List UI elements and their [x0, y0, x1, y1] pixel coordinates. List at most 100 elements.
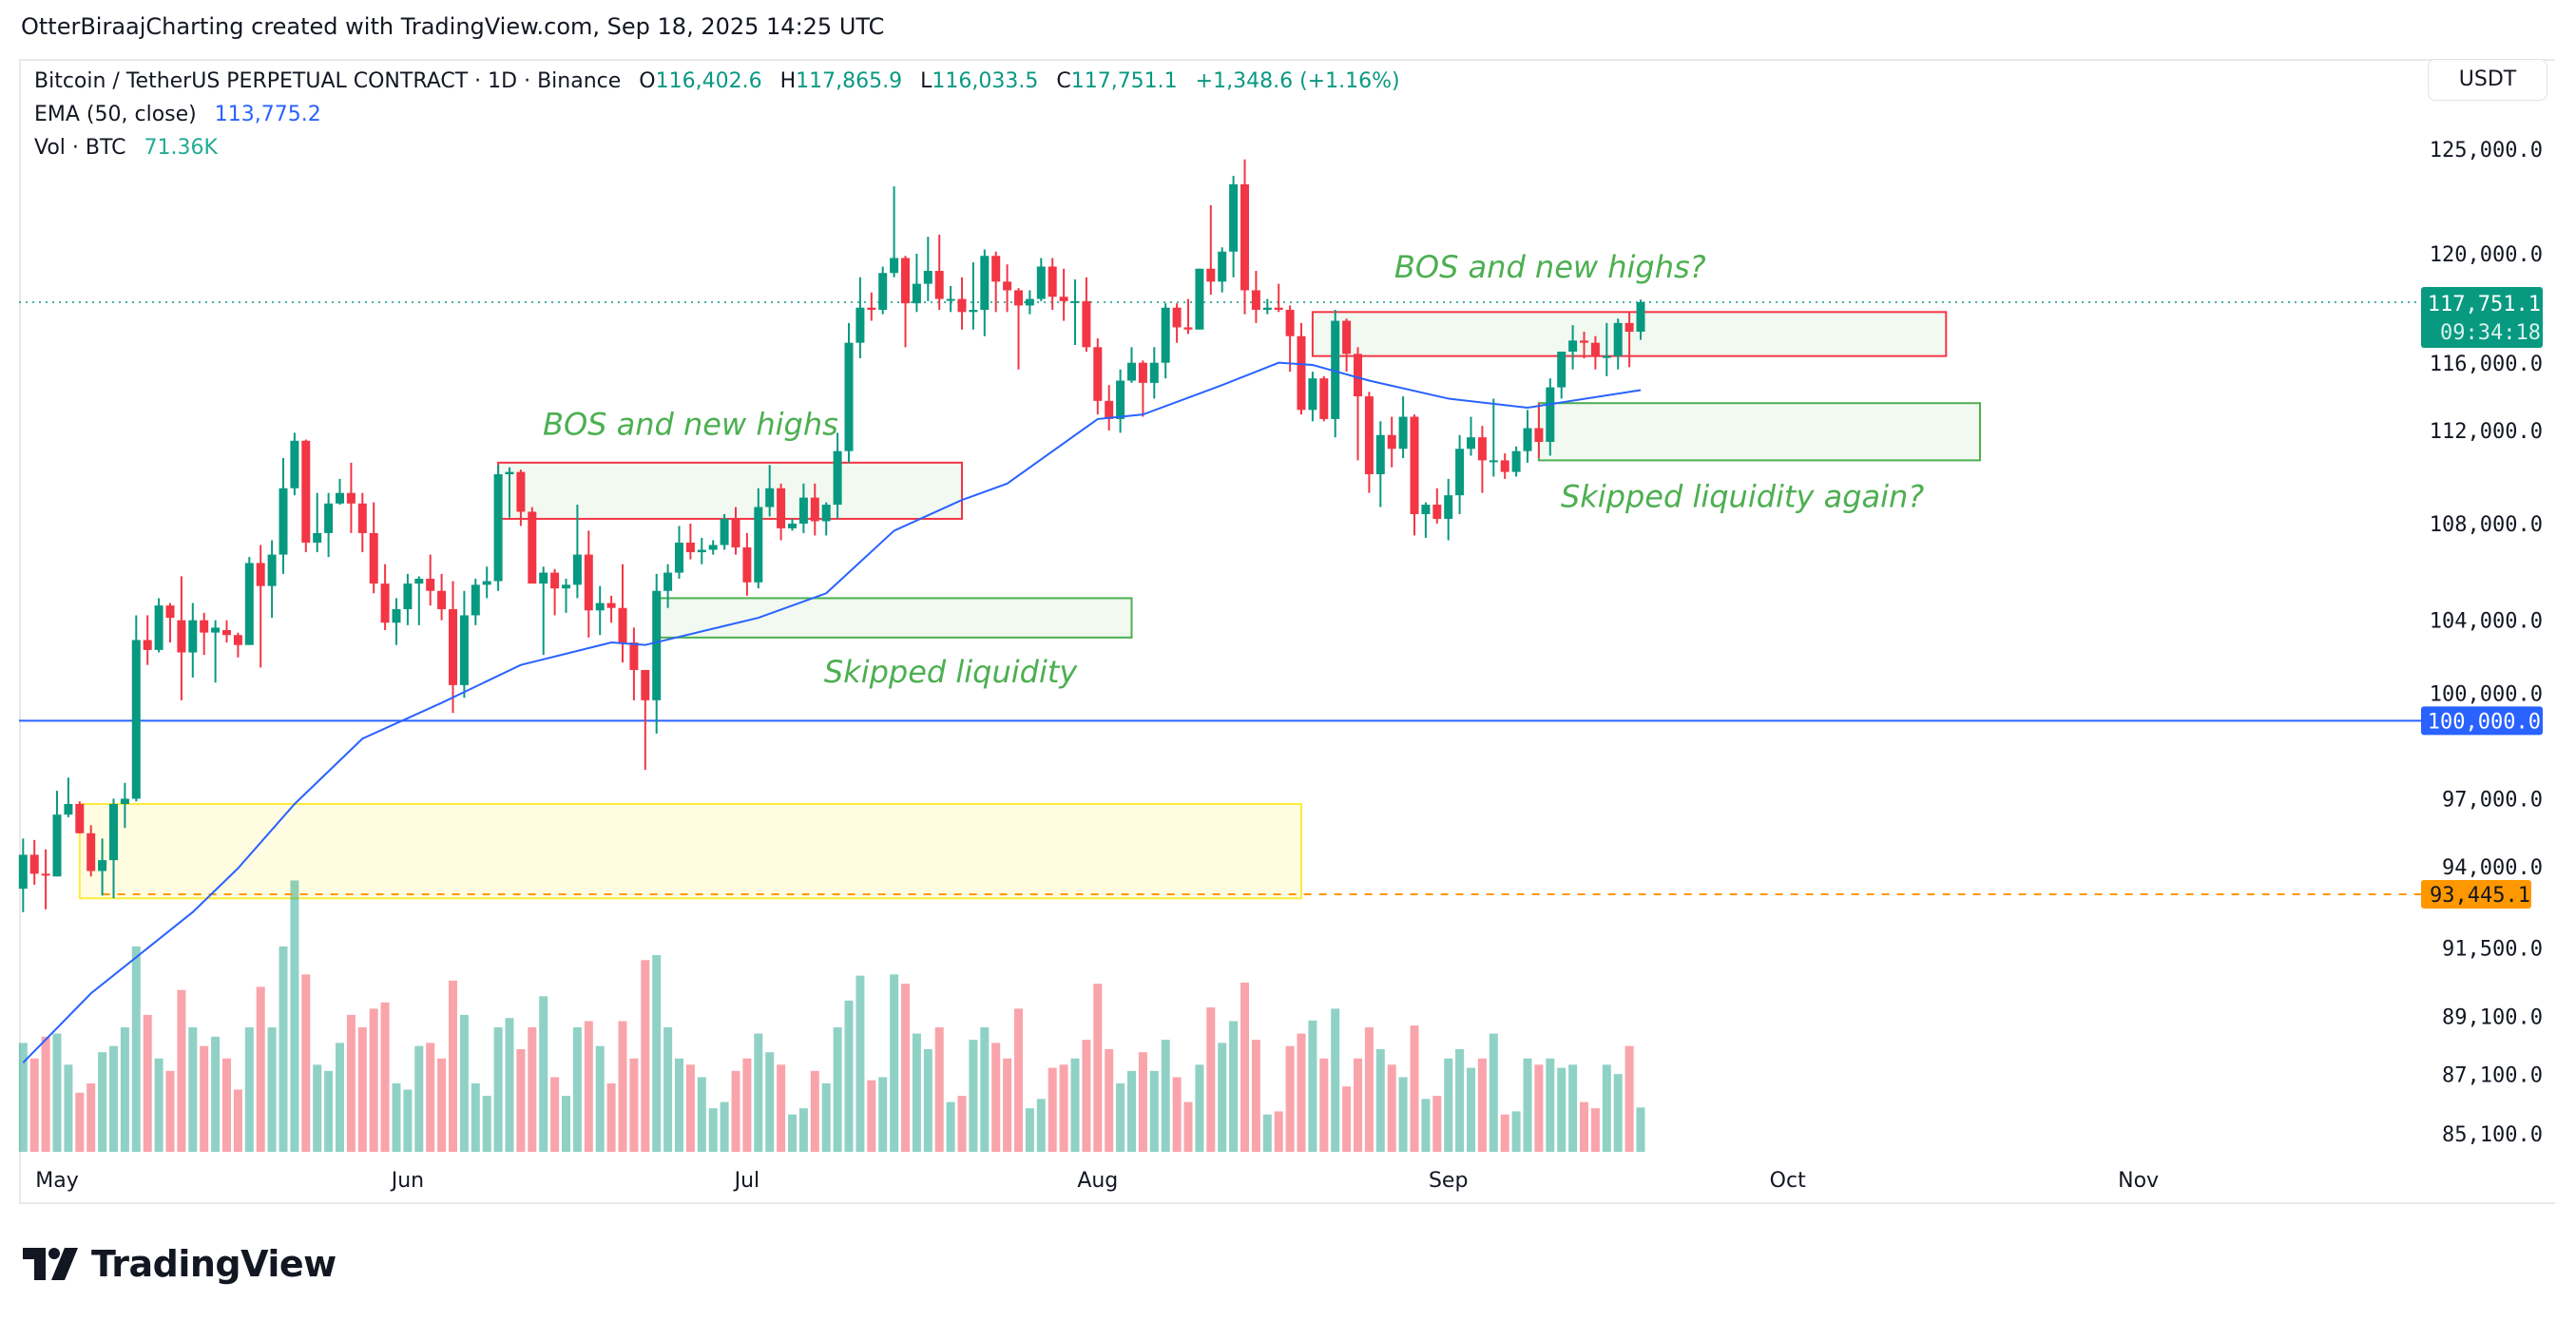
volume-bar	[426, 1043, 435, 1152]
candle-body	[878, 273, 888, 311]
candle-body	[1342, 320, 1352, 354]
volume-bar	[675, 1058, 683, 1152]
volume-bar	[1172, 1077, 1182, 1152]
candle	[867, 292, 876, 321]
candle	[256, 545, 265, 668]
candle-body	[969, 310, 978, 313]
open-label: O	[639, 69, 656, 93]
price-tick-label: 125,000.0	[2430, 139, 2543, 163]
volume-bar	[946, 1101, 955, 1152]
volume-bar	[482, 1096, 491, 1152]
candle	[188, 603, 198, 678]
legend-volume-row[interactable]: Vol · BTC 71.36K	[34, 131, 1400, 164]
candle-body	[120, 798, 129, 804]
candle-body	[1421, 505, 1431, 514]
candle	[1274, 283, 1283, 313]
time-tick-label: Aug	[1077, 1169, 1118, 1193]
time-tick-label: Jun	[390, 1169, 424, 1193]
volume-bar	[437, 1058, 447, 1152]
price-tick-label: 91,500.0	[2442, 938, 2543, 962]
candle-body	[1432, 505, 1442, 519]
volume-bar	[18, 1043, 28, 1152]
tradingview-logo[interactable]: TradingView	[23, 1243, 336, 1285]
candle	[324, 492, 334, 558]
candle-body	[1036, 266, 1046, 299]
candle-body	[934, 271, 944, 299]
candle-body	[742, 546, 752, 583]
volume-bar	[1308, 1020, 1317, 1152]
volume-bar	[267, 1027, 277, 1152]
candle-body	[1636, 301, 1645, 333]
candle-body	[1500, 460, 1509, 472]
legend-ema-row[interactable]: EMA (50, close) 113,775.2	[34, 98, 1400, 131]
volume-bar	[313, 1064, 322, 1152]
candle-body	[222, 630, 231, 636]
candle	[1613, 318, 1623, 370]
volume-bar	[449, 980, 457, 1152]
volume-bar	[1590, 1108, 1600, 1152]
candle-body	[426, 578, 435, 591]
volume-bar	[528, 1027, 537, 1152]
volume-bar	[1014, 1008, 1023, 1152]
volume-bar	[131, 946, 141, 1152]
green-zone-box	[1537, 402, 1982, 462]
volume-bar	[87, 1082, 96, 1152]
time-tick-label: Jul	[733, 1169, 760, 1193]
candle-body	[41, 873, 50, 876]
currency-button[interactable]: USDT	[2428, 59, 2547, 101]
candle-body	[1070, 300, 1080, 303]
candle-body	[821, 505, 831, 522]
price-tick-label: 108,000.0	[2430, 513, 2543, 537]
candle	[177, 576, 186, 700]
candle-body	[1398, 416, 1408, 450]
candle	[1364, 392, 1374, 493]
volume-bar	[1568, 1064, 1578, 1152]
candle	[244, 557, 254, 645]
volume-bar	[1636, 1107, 1645, 1152]
candle-body	[516, 471, 526, 512]
volume-bar	[75, 1092, 85, 1152]
candle	[1149, 347, 1159, 399]
candle-body	[1082, 300, 1091, 348]
volume-bar	[1059, 1064, 1068, 1152]
candle-body	[855, 307, 865, 343]
volume-bar	[64, 1064, 73, 1152]
volume-bar	[1161, 1040, 1170, 1152]
volume-bar	[1105, 1048, 1114, 1152]
bar-countdown: 09:34:18	[2440, 321, 2541, 345]
volume-bar	[1546, 1058, 1555, 1152]
symbol-title[interactable]: Bitcoin / TetherUS PERPETUAL CONTRACT · …	[34, 69, 622, 93]
level-price-badge	[2421, 706, 2543, 736]
volume-bar	[742, 1058, 752, 1152]
candle-body	[697, 549, 706, 553]
time-tick-label: Nov	[2118, 1169, 2159, 1193]
candle-body	[708, 545, 718, 550]
volume-bar	[109, 1045, 118, 1152]
candle-body	[1059, 297, 1068, 301]
candle-body	[901, 258, 910, 304]
candle	[810, 483, 819, 536]
volume-bar	[29, 1058, 39, 1152]
candle	[279, 457, 288, 574]
candle	[878, 266, 888, 315]
candle-body	[1003, 281, 1012, 291]
time-axis[interactable]: May Jun Jul Aug Sep Oct Nov	[35, 1169, 2159, 1193]
candle-body	[301, 440, 311, 543]
volume-bar	[969, 1040, 978, 1152]
volume-bar	[1093, 984, 1103, 1152]
volume-bar	[256, 986, 265, 1152]
candle	[754, 488, 763, 589]
candle-body	[1308, 378, 1317, 411]
candle	[1354, 347, 1362, 461]
candle	[539, 566, 548, 656]
volume-bar	[1613, 1074, 1623, 1152]
volume-bar	[403, 1089, 413, 1152]
support-price-value: 93,445.1	[2430, 884, 2530, 908]
volume-bar	[980, 1027, 990, 1152]
candle	[1093, 338, 1103, 415]
candle-body	[143, 640, 152, 650]
candle-body	[449, 609, 457, 685]
candle	[777, 483, 786, 541]
price-axis[interactable]: 125,000.0 120,000.0 116,000.0 112,000.0 108,…	[2430, 139, 2543, 1147]
